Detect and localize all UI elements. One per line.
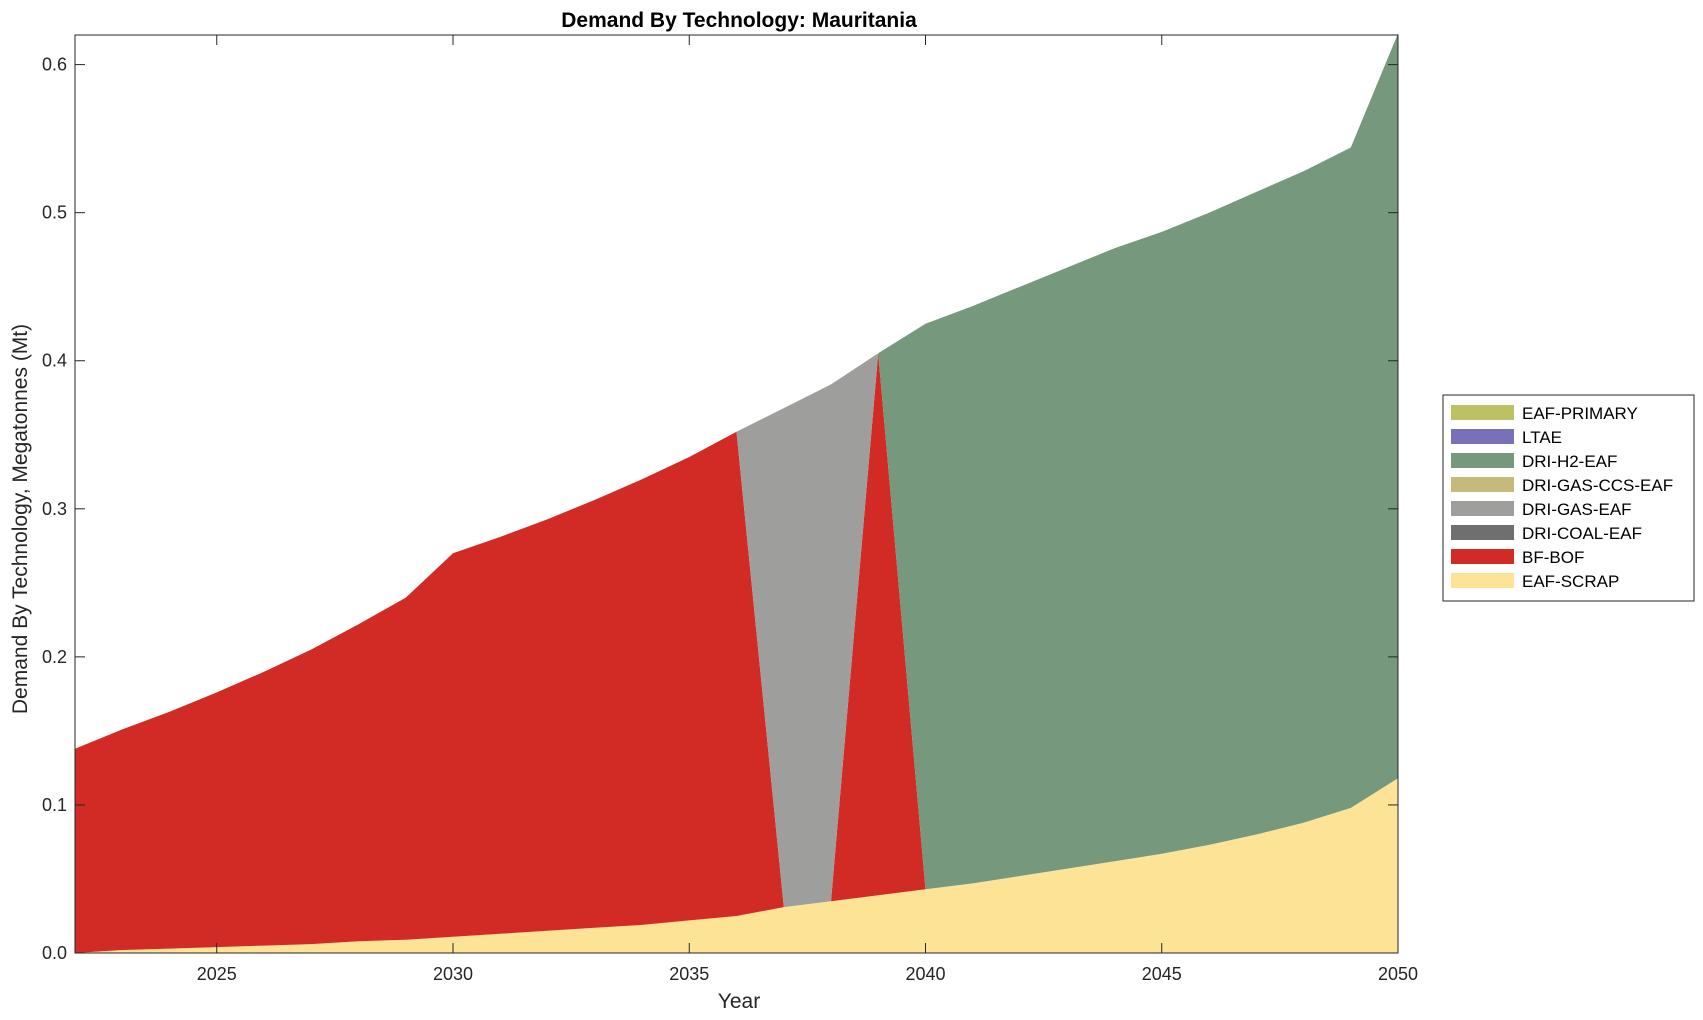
y-tick-label: 0.5	[42, 203, 67, 223]
chart-title: Demand By Technology: Mauritania	[561, 9, 917, 32]
legend-box	[1442, 394, 1695, 602]
legend-label-dri-gas-ccs-eaf: DRI-GAS-CCS-EAF	[1522, 476, 1673, 495]
x-tick-label: 2025	[197, 964, 237, 984]
y-tick-label: 0.1	[42, 795, 67, 815]
y-tick-label: 0.3	[42, 499, 67, 519]
legend-label-eaf-primary: EAF-PRIMARY	[1522, 404, 1638, 423]
area-layers	[75, 33, 1398, 953]
x-tick-label: 2035	[669, 964, 709, 984]
area-eaf-scrap	[75, 778, 1398, 953]
legend-swatch-dri-gas-eaf	[1451, 501, 1514, 516]
x-axis-label: Year	[718, 990, 760, 1013]
y-tick-label: 0.0	[42, 943, 67, 963]
x-axis-ticks: 2025 2030 2035 2040 2045 2050	[197, 35, 1418, 984]
legend-swatch-eaf-primary	[1451, 405, 1514, 420]
y-tick-label: 0.2	[42, 647, 67, 667]
legend-swatch-ltae	[1451, 429, 1514, 444]
legend-label-dri-gas-eaf: DRI-GAS-EAF	[1522, 500, 1632, 519]
legend-label-dri-coal-eaf: DRI-COAL-EAF	[1522, 524, 1642, 543]
legend-label-ltae: LTAE	[1522, 428, 1562, 447]
legend-swatch-bf-bof	[1451, 549, 1514, 564]
legend-label-dri-h2-eaf: DRI-H2-EAF	[1522, 452, 1617, 471]
x-tick-label: 2030	[433, 964, 473, 984]
x-tick-label: 2045	[1142, 964, 1182, 984]
legend-swatch-dri-h2-eaf	[1451, 453, 1514, 468]
legend-swatch-dri-coal-eaf	[1451, 525, 1514, 540]
plot-frame	[74, 34, 1399, 954]
legend-swatch-eaf-scrap	[1451, 573, 1514, 588]
legend-label-eaf-scrap: EAF-SCRAP	[1522, 572, 1619, 591]
y-axis-ticks: 0.0 0.1 0.2 0.3 0.4 0.5 0.6	[42, 55, 1398, 963]
legend: EAF-PRIMARY LTAE DRI-H2-EAF DRI-GAS-CCS-EAF…	[1442, 394, 1695, 602]
axes-box	[74, 34, 1399, 954]
y-tick-label: 0.4	[42, 351, 67, 371]
y-axis-label: Demand By Technology, Megatonnes (Mt)	[9, 324, 32, 714]
area-dri-h2-eaf	[75, 33, 1398, 890]
legend-swatch-dri-gas-ccs-eaf	[1451, 477, 1514, 492]
legend-label-bf-bof: BF-BOF	[1522, 548, 1584, 567]
y-tick-label: 0.6	[42, 55, 67, 75]
x-tick-label: 2040	[905, 964, 945, 984]
area-bf-bof	[75, 353, 1398, 953]
x-tick-label: 2050	[1378, 964, 1418, 984]
